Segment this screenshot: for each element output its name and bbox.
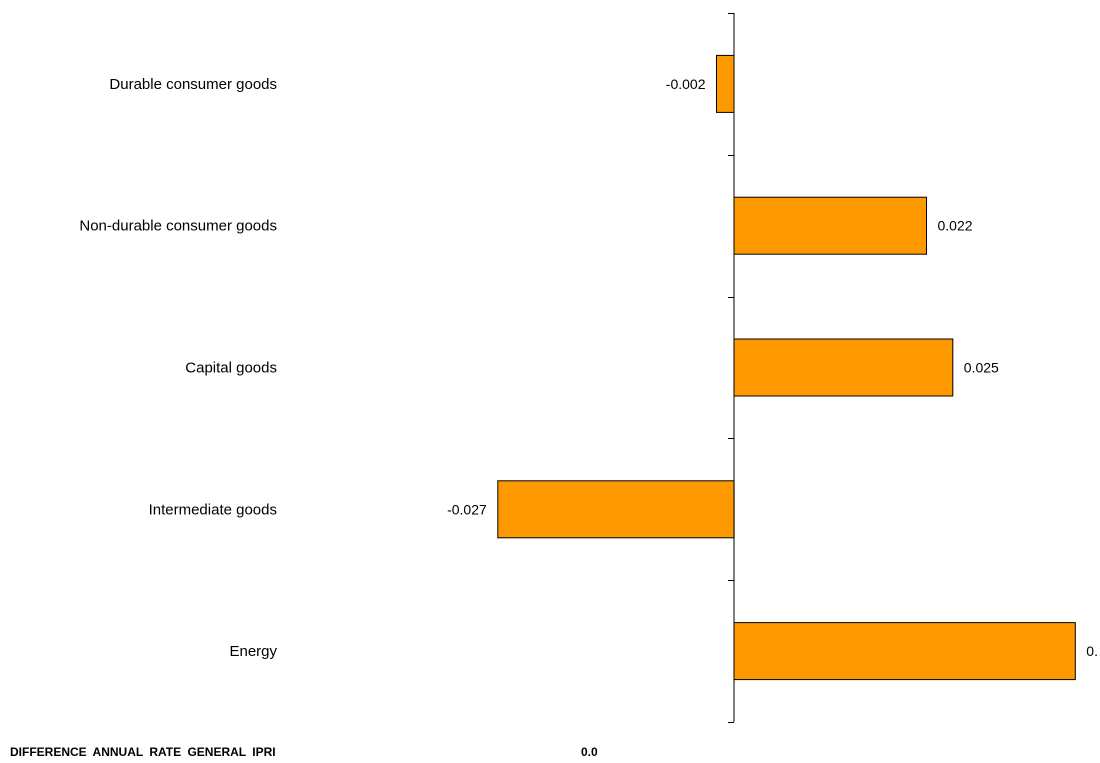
- data-label: 0.: [1086, 643, 1098, 659]
- bars-layer: [497, 54, 1076, 681]
- bar-non-durable-consumer-goods: [733, 196, 927, 255]
- footer-value: 0.0: [581, 745, 598, 759]
- category-label: Energy: [229, 643, 277, 660]
- category-label: Non-durable consumer goods: [79, 218, 277, 235]
- data-label: 0.025: [964, 360, 999, 376]
- bar-energy: [733, 622, 1076, 681]
- footer-label: DIFFERENCE ANNUAL RATE GENERAL IPRI: [10, 745, 276, 759]
- bar-capital-goods: [733, 338, 954, 397]
- data-label: -0.027: [447, 501, 487, 517]
- category-label: Durable consumer goods: [109, 76, 277, 93]
- bar-durable-consumer-goods: [716, 54, 735, 113]
- bar-intermediate-goods: [497, 480, 735, 539]
- labels-layer: Durable consumer goods -0.002 Non-durable …: [79, 76, 1098, 660]
- data-label: -0.002: [666, 76, 706, 92]
- category-label: Intermediate goods: [149, 501, 277, 518]
- data-label: 0.022: [938, 218, 973, 234]
- category-axis: [728, 13, 735, 723]
- category-label: Capital goods: [185, 360, 277, 377]
